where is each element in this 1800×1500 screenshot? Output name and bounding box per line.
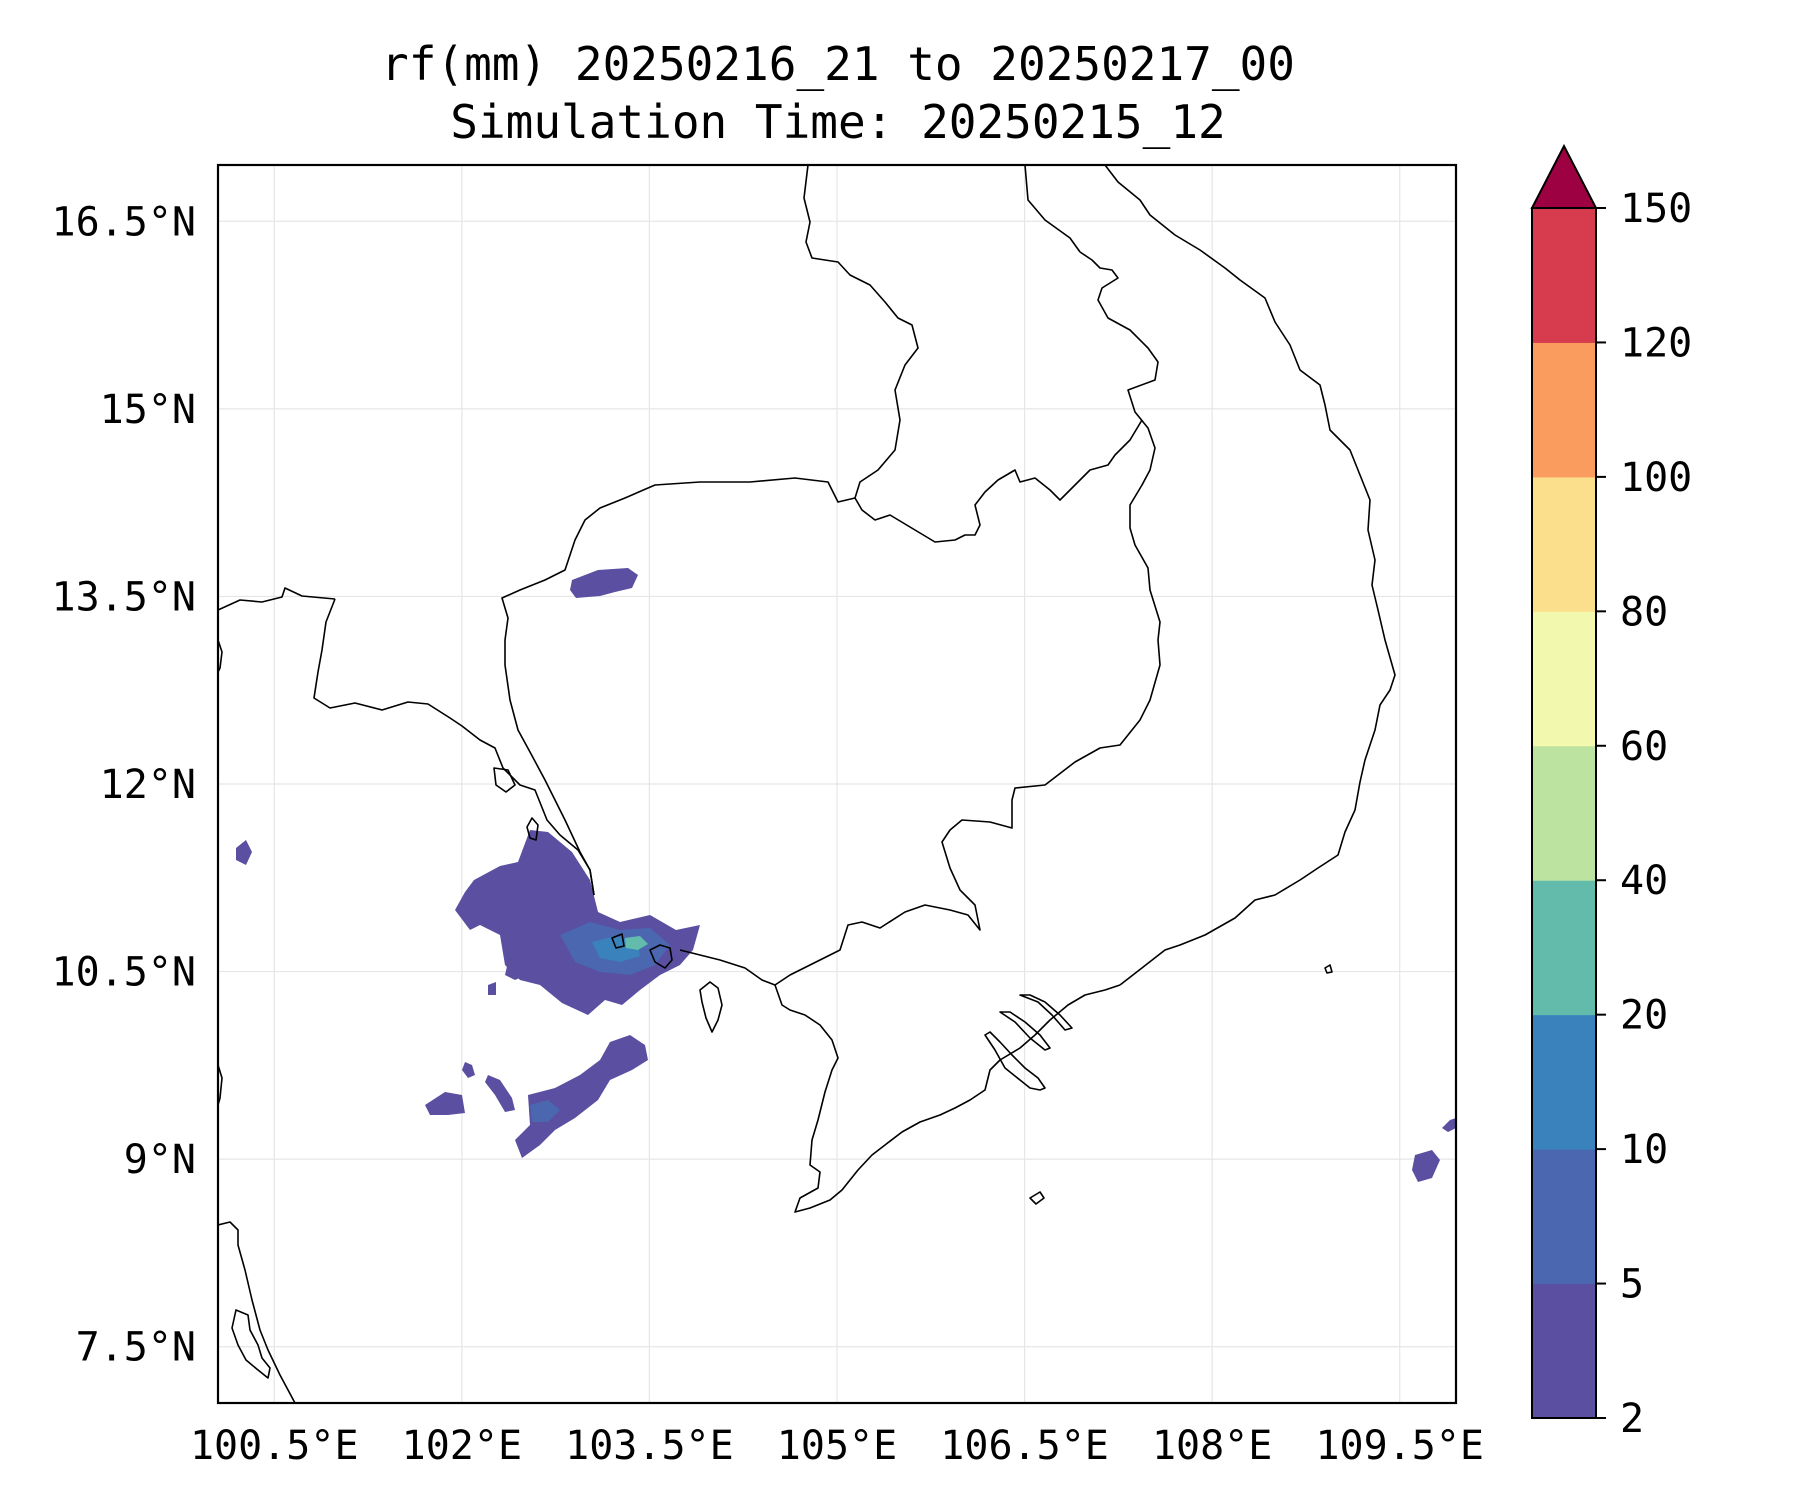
colorbar-tick-label: 5 xyxy=(1620,1262,1644,1308)
colorbar-tick-label: 2 xyxy=(1620,1396,1644,1442)
lat-tick-label: 7.5°N xyxy=(76,1325,196,1371)
rain-region-south-west xyxy=(425,1092,465,1115)
coastline-mekong-islands xyxy=(984,994,1073,1091)
rain-region-gulf-small-w2 xyxy=(488,982,496,995)
lat-tick-label: 10.5°N xyxy=(52,950,197,996)
lon-tick-label: 105°E xyxy=(777,1423,897,1469)
coastline-phu-quoc xyxy=(699,981,723,1033)
lat-tick-label: 9°N xyxy=(124,1137,196,1183)
map-panel: 100.5°E 102°E 103.5°E 105°E 106.5°E 108°E 109.… xyxy=(52,163,1484,1469)
lon-tick-label: 109.5°E xyxy=(1315,1423,1484,1469)
rain-region-gulf-small-w xyxy=(505,958,534,980)
lat-tick-label: 16.5°N xyxy=(52,199,197,245)
lon-tick-label: 103.5°E xyxy=(565,1423,734,1469)
border-laos-cambodia xyxy=(854,419,1143,543)
rain-region-south-blob xyxy=(485,1075,515,1112)
colorbar-segment xyxy=(1532,1149,1596,1285)
colorbar-tick-label: 100 xyxy=(1620,455,1692,501)
colorbar-segment xyxy=(1532,476,1596,612)
coastline-con-dao xyxy=(1029,1191,1045,1205)
colorbar-tick-label: 120 xyxy=(1620,320,1692,366)
coastline-mekong-delta xyxy=(774,984,1121,1213)
colorbar-extend-triangle xyxy=(1530,143,1598,209)
rain-region-tonle-sap xyxy=(570,568,638,598)
lat-tick-label: 12°N xyxy=(100,762,196,808)
colorbar-segment xyxy=(1532,880,1596,1016)
rain-region-east-sea xyxy=(1412,1118,1456,1182)
border-thailand-cambodia xyxy=(313,598,595,896)
rain-region-south-band xyxy=(515,1035,648,1158)
colorbar: 2 5 10 20 40 60 80 100 120 150 xyxy=(1530,143,1692,1442)
coastline-malay-peninsula xyxy=(218,1221,296,1403)
lon-tick-label: 100.5°E xyxy=(190,1423,359,1469)
latitude-ticks: 16.5°N 15°N 13.5°N 12°N 10.5°N 9°N 7.5°N xyxy=(52,199,197,1370)
border-thailand-cambodia-north xyxy=(501,165,919,896)
rainfall-regions xyxy=(236,568,1456,1182)
colorbar-segment xyxy=(1532,745,1596,881)
coastline-kep-islands xyxy=(611,933,673,969)
coastline-malay-bay xyxy=(231,1309,271,1379)
coastline-small-island-east xyxy=(1324,964,1333,974)
border-laos-vietnam xyxy=(1024,165,1081,253)
lat-tick-label: 15°N xyxy=(100,387,196,433)
colorbar-frame xyxy=(1531,207,1597,1419)
colorbar-tick-label: 150 xyxy=(1620,186,1692,232)
colorbar-tick-label: 60 xyxy=(1620,724,1668,770)
border-cambodia-vietnam xyxy=(679,251,1161,986)
colorbar-segment xyxy=(1532,1014,1596,1150)
colorbar-segment xyxy=(1532,1283,1596,1419)
rain-region-gulf-green-spot xyxy=(625,936,648,950)
gridlines xyxy=(218,165,1456,1403)
lat-tick-label: 13.5°N xyxy=(52,574,197,620)
coastlines-and-borders xyxy=(218,165,1396,1403)
colorbar-tick-label: 20 xyxy=(1620,993,1668,1039)
colorbar-tick-label: 40 xyxy=(1620,858,1668,904)
title-line-2: Simulation Time: 20250215_12 xyxy=(450,95,1225,149)
longitude-ticks: 100.5°E 102°E 103.5°E 105°E 106.5°E 108°E 109.… xyxy=(190,1423,1484,1469)
lon-tick-label: 108°E xyxy=(1152,1423,1272,1469)
lon-tick-label: 102°E xyxy=(402,1423,522,1469)
coastline-koh-kong-isl xyxy=(493,767,539,841)
rain-region-island-west xyxy=(236,840,252,865)
rain-region-south-dot xyxy=(462,1062,475,1078)
colorbar-segment xyxy=(1532,611,1596,747)
rain-region-south-core xyxy=(530,1100,560,1122)
coastline-thailand-gulf xyxy=(218,587,336,611)
colorbar-segment xyxy=(1532,208,1596,343)
colorbar-tick-label: 10 xyxy=(1620,1127,1668,1173)
title-line-1: rf(mm) 20250216_21 to 20250217_00 xyxy=(381,37,1295,91)
colorbar-tick-label: 80 xyxy=(1620,589,1668,635)
coastline-vietnam-east xyxy=(1104,165,1396,986)
map-frame xyxy=(216,163,1458,1405)
lon-tick-label: 106.5°E xyxy=(940,1423,1109,1469)
colorbar-segment xyxy=(1532,342,1596,478)
